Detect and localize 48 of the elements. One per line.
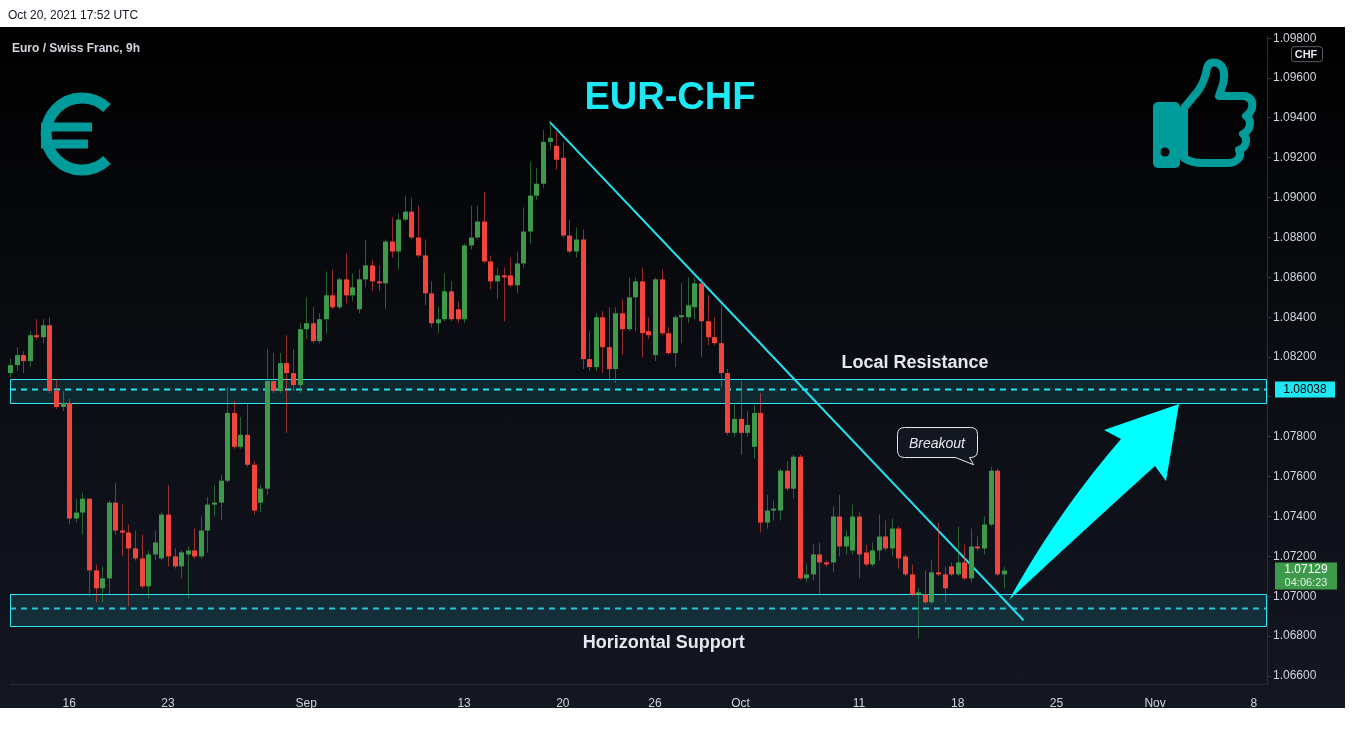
y-tick-label: 1.08600 bbox=[1272, 269, 1317, 284]
candlestick bbox=[377, 265, 382, 292]
candlestick bbox=[679, 283, 684, 344]
ref-line-label: 1.08038 bbox=[1283, 382, 1328, 397]
text: EUR-CHF bbox=[584, 74, 756, 117]
x-tick-label: Nov bbox=[1144, 695, 1166, 710]
band-label: Local Resistance bbox=[841, 352, 989, 372]
x-tick-label: 20 bbox=[556, 695, 570, 710]
x-tick-label: 8 bbox=[1250, 695, 1258, 710]
y-tick-label: 1.07400 bbox=[1272, 508, 1317, 523]
x-tick-label: 18 bbox=[951, 695, 965, 710]
y-tick-label: 1.08400 bbox=[1272, 309, 1317, 324]
chart-subtitle: Euro / Swiss Franc, 9h bbox=[12, 40, 141, 55]
candlestick bbox=[771, 500, 776, 521]
x-tick-label: 13 bbox=[457, 695, 472, 710]
candlestick bbox=[284, 335, 289, 433]
candlestick bbox=[34, 319, 39, 340]
candlestick bbox=[186, 546, 191, 599]
x-tick-label: 16 bbox=[62, 695, 77, 710]
candlestick bbox=[212, 484, 217, 517]
y-tick-label: 1.09000 bbox=[1272, 189, 1317, 204]
y-tick-label: 1.08800 bbox=[1272, 229, 1317, 244]
x-tick-label: 25 bbox=[1049, 695, 1064, 710]
text: 1.07129 bbox=[1284, 561, 1329, 576]
y-tick-label: 1.06600 bbox=[1272, 668, 1317, 683]
y-tick-label: 1.06800 bbox=[1272, 628, 1317, 643]
y-tick-label: 1.09600 bbox=[1272, 70, 1317, 85]
annotation: Breakout bbox=[908, 435, 966, 451]
y-tick-label: 1.07200 bbox=[1272, 548, 1317, 563]
y-tick-label: 1.07800 bbox=[1272, 429, 1317, 444]
y-tick-label: 1.09200 bbox=[1272, 150, 1317, 165]
candlestick bbox=[936, 522, 941, 577]
y-tick-label: 1.09400 bbox=[1272, 110, 1317, 125]
x-tick-label: 11 bbox=[852, 695, 866, 710]
candlestick bbox=[916, 588, 921, 639]
text: Oct 20, 2021 17:52 UTC bbox=[8, 8, 139, 22]
y-tick-label: 1.07000 bbox=[1272, 588, 1317, 603]
candlestick bbox=[120, 504, 125, 557]
x-tick-label: 23 bbox=[161, 695, 175, 710]
x-tick-label: Oct bbox=[731, 695, 751, 710]
band-label: Horizontal Support bbox=[582, 632, 745, 653]
text: 04:06:23 bbox=[1284, 575, 1328, 588]
y-tick-label: 1.07600 bbox=[1272, 469, 1317, 484]
y-tick-label: 1.08200 bbox=[1272, 349, 1317, 364]
y-tick-label: 1.09800 bbox=[1272, 30, 1317, 45]
y-axis-title: CHF bbox=[1294, 47, 1318, 60]
speech-bubble: Breakout bbox=[896, 426, 978, 466]
x-tick-label: 26 bbox=[648, 695, 662, 710]
